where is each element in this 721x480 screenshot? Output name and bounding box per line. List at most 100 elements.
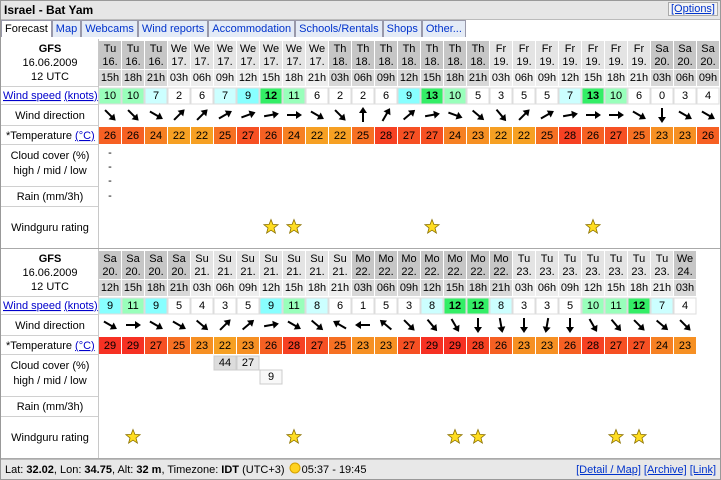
lat-label: Lat: (5, 464, 24, 476)
hour: 09h (216, 72, 234, 84)
wind-speed: 9 (268, 300, 274, 312)
date-cell (260, 41, 282, 69)
hour-cell (237, 70, 259, 86)
tab[interactable]: Schools/Rentals (295, 20, 383, 37)
wind-speed: 5 (521, 90, 527, 102)
day: Th (472, 43, 485, 55)
tab[interactable]: Webcams (81, 20, 138, 37)
arrow-head (638, 112, 646, 120)
day: We (217, 43, 233, 55)
knots-link[interactable]: (knots) (64, 90, 98, 102)
rating-stars (124, 428, 142, 445)
hour-cell (536, 280, 558, 296)
arrow-head (296, 111, 302, 119)
hour: 06h (193, 72, 211, 84)
arrow-head (684, 112, 692, 120)
wind-speed: 9 (107, 300, 113, 312)
wind-speed-label: Wind speed (knots) (3, 90, 98, 102)
wind-arrow (542, 317, 551, 333)
wind-speed: 6 (337, 300, 343, 312)
wind-speed: 7 (222, 90, 228, 102)
temperature-cell (513, 127, 535, 144)
wind-arrow (474, 318, 482, 333)
wind-arrow (355, 321, 370, 329)
hour-cell (283, 70, 305, 86)
wind-speed-cell (673, 87, 697, 105)
wind-arrow (218, 110, 232, 120)
tab[interactable]: Map (51, 20, 82, 37)
arrow-head (333, 320, 341, 328)
temperature-cell (260, 337, 282, 354)
hour-cell (306, 280, 328, 296)
temperature-cell (536, 337, 558, 354)
temperature: 22 (311, 130, 323, 142)
sun-times: 05:37 - 19:45 (301, 464, 367, 476)
hour-cell (145, 280, 167, 296)
wind-speed-link[interactable]: Wind speed (3, 90, 61, 102)
arrow-head (379, 319, 388, 327)
wind-speed: 9 (245, 90, 251, 102)
day: We (286, 43, 302, 55)
wind-speed-link[interactable]: Wind speed (3, 300, 61, 312)
hour: 06h (538, 282, 556, 294)
celsius-link[interactable]: (°C) (75, 130, 95, 142)
date-cell (329, 41, 351, 69)
hour: 15h (101, 72, 119, 84)
footer-link[interactable]: [Archive] (643, 464, 687, 476)
hour: 21h (492, 282, 510, 294)
day: Th (426, 43, 439, 55)
wind-speed: 5 (475, 90, 481, 102)
date-cell (444, 41, 466, 69)
date: 18. (401, 56, 416, 68)
tab[interactable]: Shops (382, 20, 422, 37)
celsius-link[interactable]: (°C) (75, 340, 95, 352)
rating-stars (630, 428, 648, 445)
arrow-head (590, 324, 598, 332)
hour-cell (651, 280, 673, 296)
tab[interactable]: Accommodation (208, 20, 296, 37)
wind-speed: 6 (314, 90, 320, 102)
temperature-cell (582, 337, 604, 354)
wind-speed-cell (144, 87, 168, 105)
tab[interactable]: Other... (421, 20, 466, 37)
arrow-head (135, 321, 141, 329)
temperature-cell (559, 337, 581, 354)
footer-link[interactable]: [Link] (689, 464, 716, 476)
footer-link[interactable]: [Detail / Map] (576, 464, 641, 476)
wind-speed-cell (466, 297, 490, 315)
tab[interactable]: Wind reports (137, 20, 209, 37)
hour: 12h (561, 72, 579, 84)
wind-arrow (172, 320, 186, 330)
wind-speed: 13 (587, 90, 599, 102)
tab[interactable]: Forecast (1, 20, 52, 37)
cloud-levels-label: high / mid / low (13, 165, 86, 177)
date-cell (145, 41, 167, 69)
date: 18. (424, 56, 439, 68)
arrow-head (359, 107, 367, 113)
hour-cell (444, 70, 466, 86)
footer-links: [Detail / Map] [Archive] [Link] (573, 460, 716, 479)
date-cell (674, 251, 696, 279)
day: We (677, 253, 693, 265)
wind-arrow (518, 109, 530, 121)
day: Fr (611, 43, 622, 55)
knots-link[interactable]: (knots) (64, 300, 98, 312)
star (584, 218, 602, 235)
wind-speed: 11 (288, 90, 299, 102)
hour-cell (559, 280, 581, 296)
hour-cell (329, 280, 351, 296)
hour-cell (260, 70, 282, 86)
day: Sa (149, 253, 163, 265)
hour-cell (697, 70, 719, 86)
wind-speed-cell (604, 297, 628, 315)
hour-cell (582, 280, 604, 296)
day: We (263, 43, 279, 55)
hour-cell (260, 280, 282, 296)
wind-arrow (310, 110, 324, 120)
wind-speed: 8 (429, 300, 435, 312)
options-link[interactable]: [Options] (667, 2, 718, 16)
tz: IDT (221, 464, 240, 476)
wind-speed-cell (420, 87, 444, 105)
date: 19. (516, 56, 531, 68)
hour: 03h (193, 282, 211, 294)
